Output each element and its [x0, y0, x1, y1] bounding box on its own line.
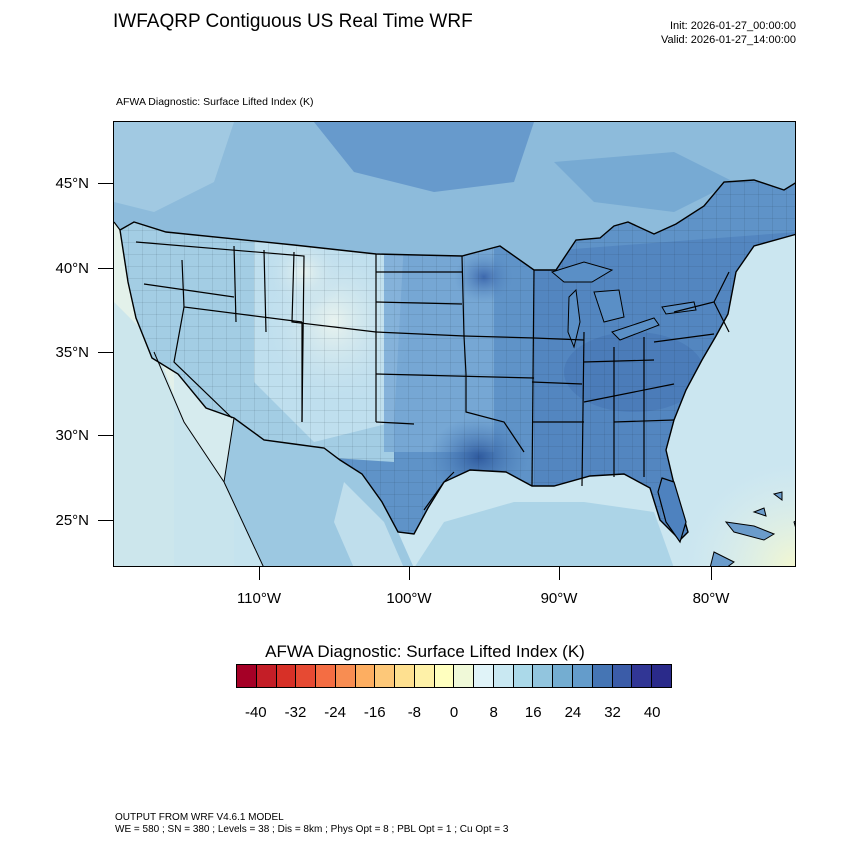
lat-tick — [98, 520, 113, 521]
colorbar-tick-label: 24 — [564, 704, 582, 721]
florida — [657, 477, 687, 544]
colorbar-tick-label: 32 — [604, 704, 621, 721]
lat-tick — [98, 435, 113, 436]
lon-tick — [259, 567, 260, 580]
colorbar-bin — [335, 665, 356, 687]
colorbar-tick-label: 8 — [489, 704, 498, 721]
lat-label-30n: 30°N — [55, 427, 89, 444]
lat-label-40n: 40°N — [55, 260, 89, 277]
cuba — [724, 521, 776, 541]
colorbar-bin — [652, 665, 671, 687]
model-info-line-1: OUTPUT FROM WRF V4.6.1 MODEL — [115, 812, 284, 823]
colorbar-bin — [414, 665, 435, 687]
lat-tick — [98, 268, 113, 269]
colorbar-bin — [355, 665, 376, 687]
lake-superior — [550, 261, 614, 283]
colorbar-tick-label: -32 — [284, 704, 307, 721]
colorbar-bin — [276, 665, 297, 687]
colorbar-bin — [454, 665, 475, 687]
colorbar-tick-label: 16 — [524, 704, 542, 721]
colorbar-bin — [474, 665, 494, 687]
lat-label-45n: 45°N — [55, 175, 89, 192]
colorbar-bin — [553, 665, 574, 687]
colorbar-bin — [533, 665, 554, 687]
colorbar-bin — [632, 665, 653, 687]
lon-label-90w: 90°W — [540, 590, 578, 607]
colorbar-bin — [493, 665, 514, 687]
lon-tick — [711, 567, 712, 580]
field-subtitle: AFWA Diagnostic: Surface Lifted Index (K… — [116, 96, 314, 108]
lake-michigan — [567, 288, 581, 349]
plot-title: IWFAQRP Contiguous US Real Time WRF — [113, 11, 473, 32]
colorbar-tick-label: -24 — [324, 704, 346, 721]
init-time: Init: 2026-01-27_00:00:00 — [670, 20, 796, 32]
valid-time: Valid: 2026-01-27_14:00:00 — [661, 34, 796, 46]
colorbar-bin — [612, 665, 633, 687]
warm-ocean-region — [674, 452, 795, 566]
colorbar-bin — [513, 665, 534, 687]
lake-erie — [611, 317, 660, 341]
colorbar-bin — [296, 665, 317, 687]
colorbar-tick-label: -8 — [407, 704, 422, 721]
map-panel — [113, 121, 796, 567]
colorbar — [236, 664, 672, 688]
lat-label-35n: 35°N — [55, 344, 89, 361]
lat-label-25n: 25°N — [55, 512, 89, 529]
lat-tick — [98, 352, 113, 353]
lon-label-80w: 80°W — [692, 590, 730, 607]
colorbar-tick-label: 40 — [643, 704, 661, 721]
lon-label-110w: 110°W — [236, 590, 282, 607]
colorbar-tick-label: -16 — [363, 704, 386, 721]
colorbar-bin — [395, 665, 415, 687]
lat-tick — [98, 183, 113, 184]
colorbar-tick-label: 0 — [449, 704, 459, 721]
colorbar-bin — [434, 665, 455, 687]
colorbar-bin — [256, 665, 277, 687]
colorbar-tick-label: -40 — [244, 704, 267, 721]
lake-huron — [593, 289, 625, 323]
model-info-line-2: WE = 580 ; SN = 380 ; Levels = 38 ; Dis … — [115, 824, 509, 835]
lon-label-100w: 100°W — [386, 590, 432, 607]
colorbar-bin — [573, 665, 593, 687]
lon-tick — [409, 567, 410, 580]
lon-tick — [559, 567, 560, 580]
colorbar-title: AFWA Diagnostic: Surface Lifted Index (K… — [265, 642, 585, 661]
colorbar-bin — [237, 665, 257, 687]
lake-ontario — [661, 301, 697, 315]
colorbar-bin — [375, 665, 396, 687]
colorbar-bin — [592, 665, 613, 687]
lifted-index-map — [114, 122, 795, 566]
colorbar-bin — [316, 665, 336, 687]
state-borders — [135, 241, 730, 487]
